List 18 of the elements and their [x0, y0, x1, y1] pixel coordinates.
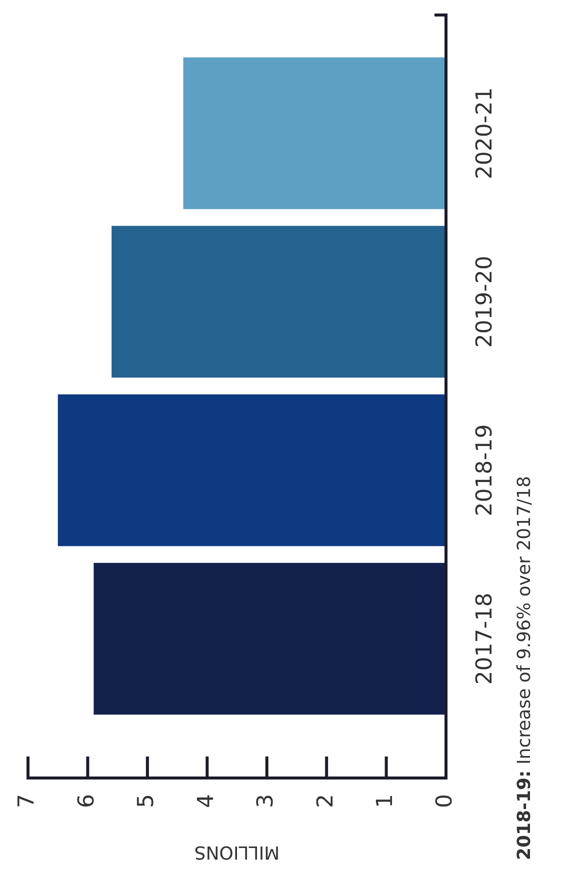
bar [94, 562, 446, 715]
y-tick-label: 2019-20 [472, 256, 498, 348]
x-tick-label: 1 [373, 794, 398, 808]
x-tick-label: 6 [74, 794, 100, 808]
bar [58, 394, 446, 546]
x-tick-label: 0 [432, 794, 458, 808]
y-tick-label: 2018-19 [472, 424, 498, 516]
x-axis-title: MILLIONS [194, 841, 280, 862]
x-tick-label: 5 [134, 794, 160, 808]
bar [112, 226, 446, 378]
x-tick-label: 2 [313, 794, 338, 808]
bar [183, 57, 446, 210]
y-tick-label: 2020-21 [472, 87, 498, 180]
text: 2018-19: Increase of 9.96% over 2017/18 [514, 476, 535, 860]
x-tick-label: 4 [194, 794, 219, 808]
x-tick-label: 3 [254, 794, 279, 808]
y-tick-label: 2017-18 [472, 592, 498, 685]
x-tick-label: 7 [14, 794, 40, 808]
